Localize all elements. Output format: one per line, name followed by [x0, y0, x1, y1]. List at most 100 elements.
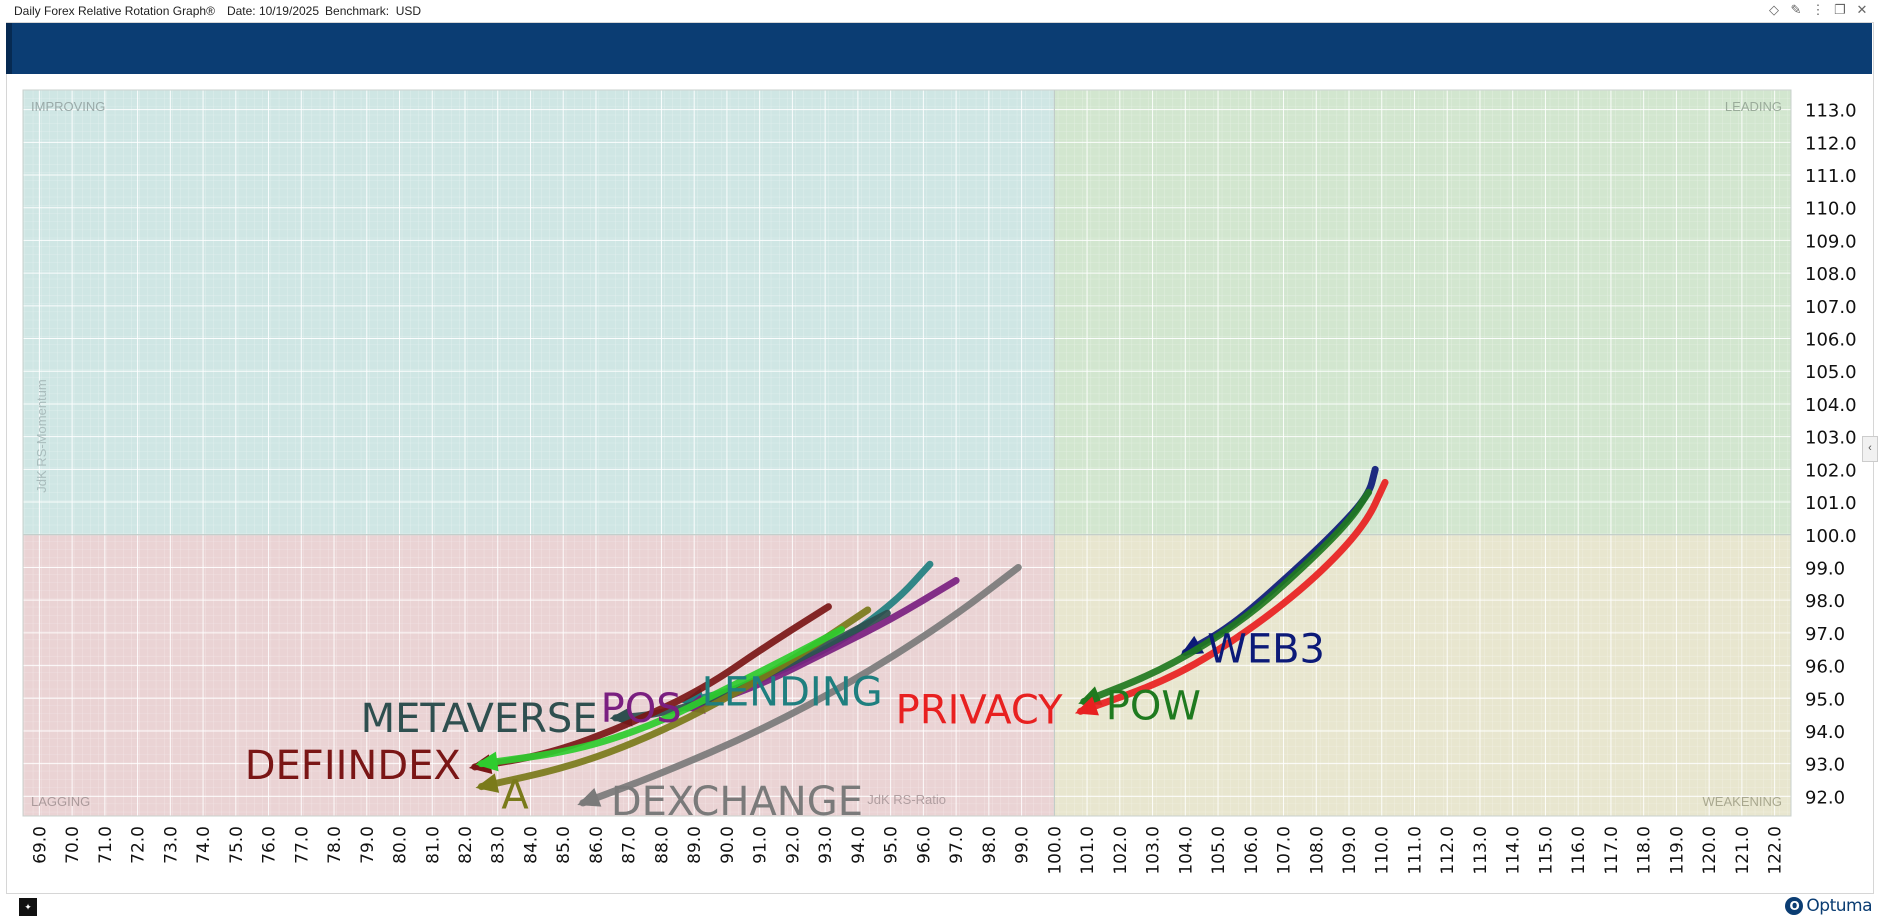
rotation-tails: [468, 465, 1389, 807]
pin-icon[interactable]: ✎: [1790, 2, 1802, 17]
window-title: Daily Forex Relative Rotation Graph®: [14, 4, 215, 18]
x-tick-label: 73.0: [161, 826, 181, 864]
y-tick-label: 104.0: [1805, 395, 1857, 416]
quadrant-label-improving: IMPROVING: [31, 99, 105, 114]
y-tick-label: 101.0: [1805, 493, 1857, 514]
x-tick-label: 72.0: [129, 826, 149, 864]
date-label: Date: 10/19/2025: [226, 4, 320, 18]
settings-button[interactable]: ✦: [19, 898, 37, 916]
x-tick-label: 97.0: [947, 826, 967, 864]
x-tick-label: 112.0: [1438, 826, 1458, 875]
arrowhead-unnamed: [475, 751, 499, 772]
arrowhead-dexchange: [577, 787, 602, 807]
series-label-privacy: PRIVACY: [896, 687, 1063, 733]
collapse-panel-tab[interactable]: ‹: [1862, 436, 1878, 462]
x-tick-label: 86.0: [587, 826, 607, 864]
more-icon[interactable]: ⋮: [1811, 2, 1825, 17]
x-tick-label: 69.0: [30, 826, 50, 864]
x-tick-label: 90.0: [718, 826, 738, 864]
y-tick-label: 95.0: [1805, 689, 1845, 710]
x-tick-label: 121.0: [1733, 826, 1753, 875]
x-tick-label: 83.0: [489, 826, 509, 864]
series-label-metaverse: METAVERSE: [361, 696, 598, 742]
restore-icon[interactable]: ❐: [1834, 2, 1846, 17]
x-tick-label: 92.0: [783, 826, 803, 864]
optuma-logo-icon: O: [1785, 897, 1804, 915]
x-tick-label: 77.0: [292, 826, 312, 864]
x-tick-label: 108.0: [1307, 826, 1327, 875]
y-tick-label: 92.0: [1805, 787, 1845, 808]
arrowhead-privacy: [1074, 696, 1099, 716]
diamond-icon[interactable]: ◇: [1769, 2, 1779, 17]
x-tick-label: 87.0: [620, 826, 640, 864]
tail-defiindex: [471, 603, 832, 771]
x-tick-label: 88.0: [652, 826, 672, 864]
x-tick-label: 95.0: [882, 826, 902, 864]
series-label-dexchange: DEXCHANGE: [611, 779, 863, 825]
x-tick-label: 82.0: [456, 826, 476, 864]
x-tick-label: 79.0: [358, 826, 378, 864]
x-tick-label: 119.0: [1667, 826, 1687, 875]
x-tick-label: 102.0: [1111, 826, 1131, 875]
series-label-web3: WEB3: [1207, 626, 1325, 672]
window-titlebar: Daily Forex Relative Rotation Graph® Dat…: [0, 0, 1878, 22]
x-tick-label: 94.0: [849, 826, 869, 864]
x-tick-label: 91.0: [751, 826, 771, 864]
y-tick-label: 96.0: [1805, 657, 1845, 678]
optuma-logo: O Optuma: [1785, 896, 1872, 916]
x-tick-label: 118.0: [1635, 826, 1655, 875]
y-tick-label: 107.0: [1805, 297, 1857, 318]
quadrant-label-lagging: LAGGING: [31, 794, 90, 809]
arrowhead-a: [475, 773, 500, 793]
x-tick-label: 89.0: [685, 826, 705, 864]
close-icon[interactable]: ✕: [1856, 2, 1868, 17]
tail-privacy: [1077, 478, 1389, 715]
series-label-pow: POW: [1106, 684, 1201, 730]
x-tick-label: 81.0: [423, 826, 443, 864]
tail-dexchange: [579, 563, 1022, 807]
arrowhead-pow: [1078, 686, 1103, 705]
series-label-lending: LENDING: [702, 670, 883, 716]
quadrant-label-weakening: WEAKENING: [1703, 794, 1782, 809]
minor-grid: [23, 90, 1791, 816]
y-tick-label: 98.0: [1805, 591, 1845, 612]
x-tick-label: 84.0: [521, 826, 541, 864]
series-label-a: A: [501, 773, 529, 819]
x-tick-label: 101.0: [1078, 826, 1098, 875]
y-tick-label: 113.0: [1805, 101, 1857, 122]
x-tick-label: 70.0: [63, 826, 83, 864]
plot-border: [22, 89, 1792, 817]
x-tick-label: 106.0: [1242, 826, 1262, 875]
y-tick-label: 99.0: [1805, 558, 1845, 579]
x-tick-label: 71.0: [96, 826, 116, 864]
benchmark-label: Benchmark: USD: [325, 4, 422, 18]
x-tick-label: 96.0: [914, 826, 934, 864]
x-tick-label: 74.0: [194, 826, 214, 864]
y-tick-label: 102.0: [1805, 460, 1857, 481]
x-tick-label: 109.0: [1340, 826, 1360, 875]
x-tick-label: 80.0: [391, 826, 411, 864]
x-tick-label: 107.0: [1275, 826, 1295, 875]
y-tick-label: 111.0: [1805, 166, 1857, 187]
x-tick-label: 122.0: [1766, 826, 1786, 875]
x-tick-label: 76.0: [260, 826, 280, 864]
y-axis-label: JdK RS-Momentum: [34, 379, 49, 492]
x-tick-label: 75.0: [227, 826, 247, 864]
series-label-pos: POS: [601, 686, 682, 732]
y-tick-label: 100.0: [1805, 526, 1857, 547]
header-banner: [6, 23, 1872, 74]
x-axis-label: JdK RS-Ratio: [867, 792, 946, 807]
y-tick-label: 112.0: [1805, 133, 1857, 154]
y-tick-label: 108.0: [1805, 264, 1857, 285]
y-tick-label: 109.0: [1805, 231, 1857, 252]
x-tick-label: 113.0: [1471, 826, 1491, 875]
x-tick-label: 93.0: [816, 826, 836, 864]
x-tick-label: 98.0: [980, 826, 1000, 864]
x-tick-label: 99.0: [1013, 826, 1033, 864]
x-tick-label: 116.0: [1569, 826, 1589, 875]
x-tick-label: 104.0: [1176, 826, 1196, 875]
x-tick-label: 110.0: [1373, 826, 1393, 875]
y-tick-label: 94.0: [1805, 722, 1845, 743]
